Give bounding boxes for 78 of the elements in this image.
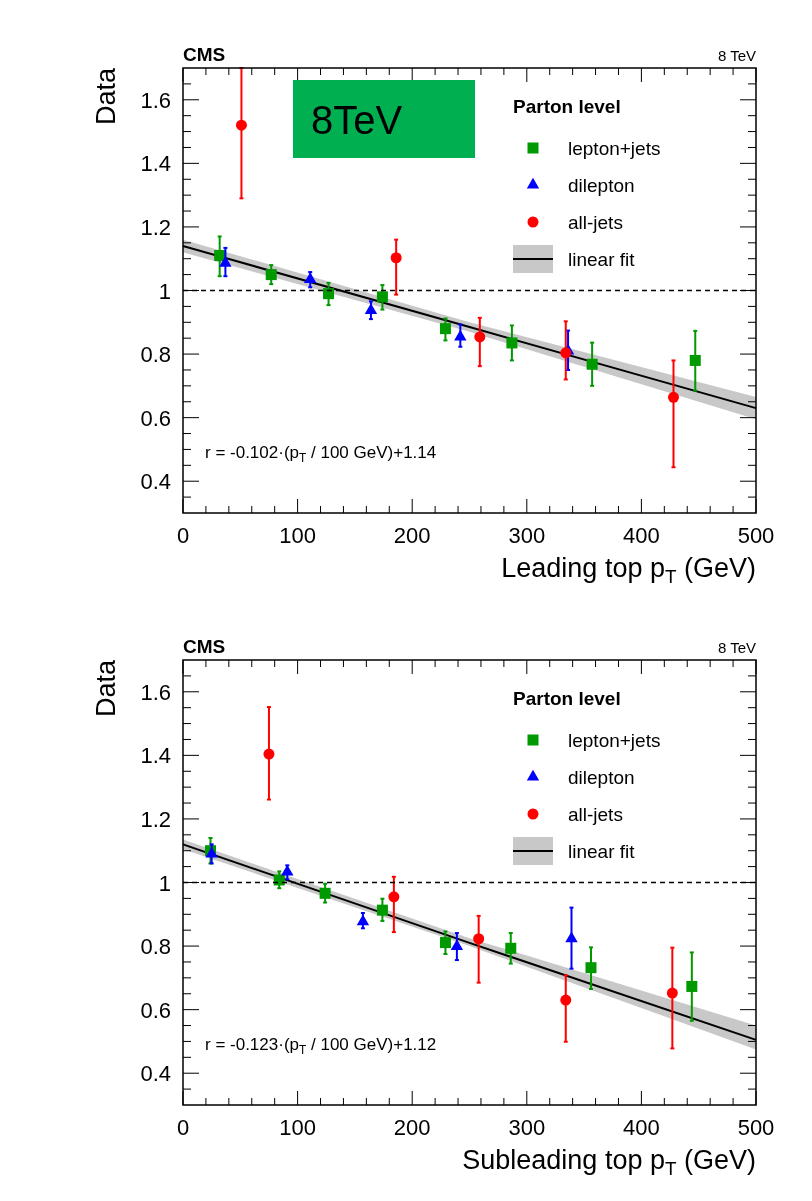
- point: [265, 269, 277, 281]
- legend-label: all-jets: [568, 804, 623, 825]
- x-tick-label: 500: [737, 1115, 775, 1140]
- legend-label: lepton+jets: [568, 138, 661, 159]
- point: [473, 933, 485, 945]
- text: CMS: [183, 44, 226, 65]
- y-tick-label: 1.4: [140, 743, 171, 769]
- point: [560, 347, 572, 359]
- y-axis-title: Data: [91, 659, 121, 718]
- y-tick-label: 1.6: [140, 87, 171, 113]
- point: [319, 887, 331, 899]
- legend-label: linear fit: [568, 249, 636, 270]
- annotation: r = -0.102·(p$_{T}$ / 100 GeV)+1.14: [205, 443, 437, 465]
- legend-label: dilepton: [568, 175, 635, 196]
- point: [686, 980, 698, 992]
- point: [364, 303, 378, 315]
- point: [390, 252, 402, 264]
- y-tick-label: 1: [158, 870, 171, 896]
- y-tick-label: 0.8: [140, 342, 171, 368]
- point: [585, 962, 597, 974]
- point: [219, 256, 232, 267]
- x-tick-label: 200: [393, 1115, 431, 1140]
- x-tick-label: 0: [176, 1115, 190, 1140]
- point: [450, 939, 464, 950]
- annotation: r = -0.123·(p$_{T}$ / 100 GeV)+1.12: [205, 1035, 437, 1057]
- y-tick-label: 0.8: [140, 934, 171, 960]
- point: [356, 914, 370, 926]
- point: [376, 291, 388, 303]
- x-tick-label: 300: [508, 523, 546, 548]
- x-tick-label: 400: [623, 523, 660, 548]
- x-tick-label: 100: [279, 523, 316, 548]
- point: [454, 329, 467, 341]
- point: [505, 942, 517, 954]
- annotation: 8TeV: [311, 98, 403, 142]
- point: [323, 288, 335, 300]
- x-axis-title: Leading top p$_{T}$ (GeV): [501, 553, 756, 587]
- point: [586, 358, 598, 370]
- point: [439, 323, 451, 335]
- legend-title: Parton level: [513, 96, 621, 117]
- y-tick-label: 1.6: [140, 679, 171, 705]
- text: 8 TeV: [717, 47, 756, 64]
- y-tick-label: 0.4: [140, 1061, 171, 1087]
- point: [474, 331, 486, 343]
- x-tick-label: 300: [508, 1115, 546, 1140]
- x-tick-label: 400: [623, 1115, 660, 1140]
- y-tick-label: 1.4: [140, 151, 171, 177]
- y-tick-label: 0.6: [140, 405, 171, 431]
- y-tick-label: 0.4: [140, 469, 171, 495]
- x-tick-label: 0: [176, 523, 190, 548]
- x-tick-label: 500: [737, 523, 775, 548]
- x-tick-label: 200: [393, 523, 431, 548]
- point: [304, 272, 317, 283]
- point: [560, 994, 572, 1006]
- y-tick-label: 1: [158, 278, 171, 304]
- point: [439, 937, 451, 949]
- point: [667, 391, 679, 403]
- legend-label: dilepton: [568, 767, 635, 788]
- legend-title: Parton level: [513, 688, 621, 709]
- y-tick-label: 1.2: [140, 806, 171, 832]
- point: [235, 119, 247, 131]
- y-tick-label: 0.6: [140, 997, 171, 1023]
- point: [506, 337, 518, 349]
- y-axis-title: Data: [91, 67, 121, 126]
- y-tick-label: 1.2: [140, 214, 171, 240]
- point: [376, 904, 388, 916]
- text: 8 TeV: [717, 639, 756, 656]
- point: [689, 354, 701, 366]
- legend-label: linear fit: [568, 841, 636, 862]
- text: CMS: [183, 636, 226, 657]
- label-box: 8TeV: [293, 80, 475, 158]
- legend-label: lepton+jets: [568, 730, 661, 751]
- point: [263, 748, 275, 760]
- point: [565, 931, 578, 943]
- point: [666, 987, 678, 999]
- x-axis-title: Subleading top p$_{T}$ (GeV): [462, 1145, 756, 1179]
- point: [388, 891, 400, 903]
- legend-label: all-jets: [568, 212, 623, 233]
- x-tick-label: 100: [279, 1115, 316, 1140]
